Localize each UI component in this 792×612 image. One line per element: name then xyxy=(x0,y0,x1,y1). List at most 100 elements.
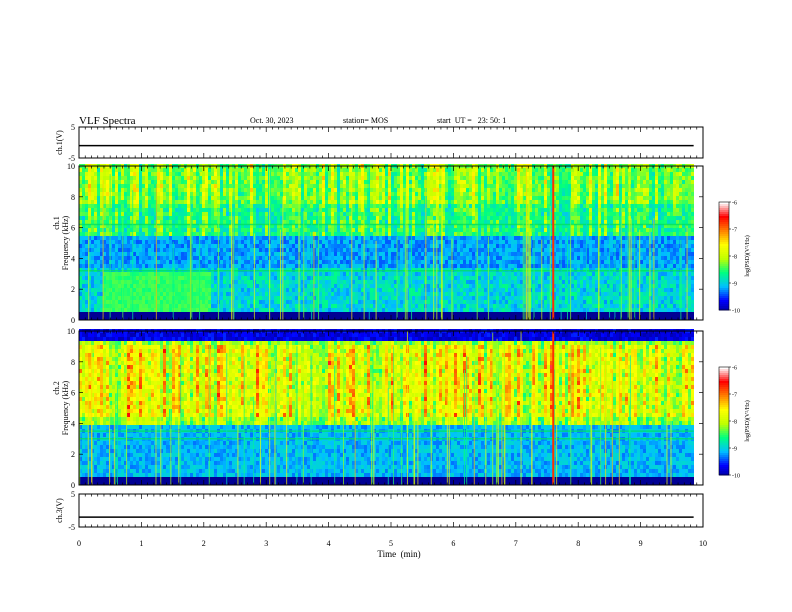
spectrogram-cell xyxy=(106,220,109,224)
spectrogram-cell xyxy=(265,212,268,216)
spectrogram-cell xyxy=(199,288,202,292)
spectrogram-cell xyxy=(205,308,208,312)
spectrogram-cell xyxy=(310,180,313,184)
spectrogram-cell xyxy=(184,288,187,292)
spectrogram-cell xyxy=(262,264,265,268)
spectrogram-cell xyxy=(400,256,403,260)
spectrogram-cell xyxy=(169,276,172,280)
spectrogram-cell xyxy=(202,288,205,292)
spectrogram-cell xyxy=(280,224,283,228)
spectrogram-cell xyxy=(97,208,100,212)
spectrogram-cell xyxy=(202,252,205,256)
spectrogram-cell xyxy=(100,232,103,236)
spectrogram-cell xyxy=(445,192,448,196)
spectrogram-cell xyxy=(157,192,160,196)
spectrogram-cell xyxy=(163,292,166,296)
spectrogram-cell xyxy=(241,204,244,208)
spectrogram-cell xyxy=(406,176,409,180)
spectrogram-cell xyxy=(349,204,352,208)
spectrogram-cell xyxy=(256,292,259,296)
spectrogram-cell xyxy=(205,316,208,320)
spectrogram-cell xyxy=(202,256,205,260)
spectrogram-cell xyxy=(181,272,184,276)
spectrogram-cell xyxy=(247,192,250,196)
spectrogram-cell xyxy=(184,244,187,248)
spectrogram-cell xyxy=(91,176,94,180)
spectrogram-cell xyxy=(133,284,136,288)
spectrogram-cell xyxy=(334,272,337,276)
spectrogram-cell xyxy=(349,312,352,316)
spectrogram-cell xyxy=(97,316,100,320)
spectrogram-cell xyxy=(433,296,436,300)
spectrogram-cell xyxy=(325,312,328,316)
spectrogram-cell xyxy=(244,172,247,176)
spectrogram-cell xyxy=(94,244,97,248)
spectrogram-cell xyxy=(328,220,331,224)
spectrogram-cell xyxy=(121,200,124,204)
spectrogram-cell xyxy=(445,308,448,312)
spectrogram-cell xyxy=(445,172,448,176)
spectrogram-cell xyxy=(163,256,166,260)
spectrogram-cell xyxy=(334,256,337,260)
spectrogram-cell xyxy=(118,308,121,312)
spectrogram-cell xyxy=(286,272,289,276)
spectrogram-cell xyxy=(151,312,154,316)
spectrogram-cell xyxy=(166,272,169,276)
spectrogram-cell xyxy=(340,168,343,172)
spectrogram-cell xyxy=(361,184,364,188)
spectrogram-cell xyxy=(229,296,232,300)
spectrogram-cell xyxy=(136,212,139,216)
spectrogram-cell xyxy=(379,256,382,260)
spectrogram-cell xyxy=(223,192,226,196)
spectrogram-cell xyxy=(97,176,100,180)
spectrogram-cell xyxy=(397,176,400,180)
spectrogram-cell xyxy=(196,172,199,176)
spectrogram-cell xyxy=(433,188,436,192)
spectrogram-cell xyxy=(367,300,370,304)
spectrogram-cell xyxy=(322,264,325,268)
spectrogram-cell xyxy=(244,288,247,292)
spectrogram-cell xyxy=(88,244,91,248)
spectrogram-cell xyxy=(355,296,358,300)
spectrogram-cell xyxy=(406,168,409,172)
spectrogram-cell xyxy=(220,216,223,220)
spectrogram-cell xyxy=(442,196,445,200)
spectrogram-cell xyxy=(196,228,199,232)
spectrogram-cell xyxy=(355,216,358,220)
spectrogram-cell xyxy=(259,212,262,216)
spectrogram-cell xyxy=(448,212,451,216)
spectrogram-cell xyxy=(301,168,304,172)
spectrogram-cell xyxy=(196,196,199,200)
spectrogram-cell xyxy=(310,184,313,188)
spectrogram-cell xyxy=(421,264,424,268)
spectrogram-cell xyxy=(367,228,370,232)
spectrogram-cell xyxy=(139,204,142,208)
spectrogram-cell xyxy=(346,224,349,228)
spectrogram-cell xyxy=(85,312,88,316)
spectrogram-cell xyxy=(358,192,361,196)
spectrogram-cell xyxy=(379,188,382,192)
spectrogram-cell xyxy=(274,264,277,268)
spectrogram-cell xyxy=(379,204,382,208)
spectrogram-cell xyxy=(430,208,433,212)
spectrogram-cell xyxy=(316,208,319,212)
spectrogram-cell xyxy=(166,264,169,268)
spectrogram-cell xyxy=(406,220,409,224)
spectrogram-cell xyxy=(334,228,337,232)
spectrogram-cell xyxy=(259,264,262,268)
spectrogram-cell xyxy=(79,300,82,304)
spectrogram-cell xyxy=(241,192,244,196)
spectrogram-cell xyxy=(430,276,433,280)
spectrogram-cell xyxy=(310,176,313,180)
spectrogram-cell xyxy=(382,252,385,256)
spectrogram-cell xyxy=(88,248,91,252)
spectrogram-cell xyxy=(358,212,361,216)
spectrogram-cell xyxy=(397,184,400,188)
spectrogram-cell xyxy=(193,280,196,284)
spectrogram-cell xyxy=(142,180,145,184)
spectrogram-cell xyxy=(373,172,376,176)
spectrogram-cell xyxy=(223,284,226,288)
spectrogram-cell xyxy=(403,236,406,240)
spectrogram-cell xyxy=(412,220,415,224)
spectrogram-cell xyxy=(427,204,430,208)
